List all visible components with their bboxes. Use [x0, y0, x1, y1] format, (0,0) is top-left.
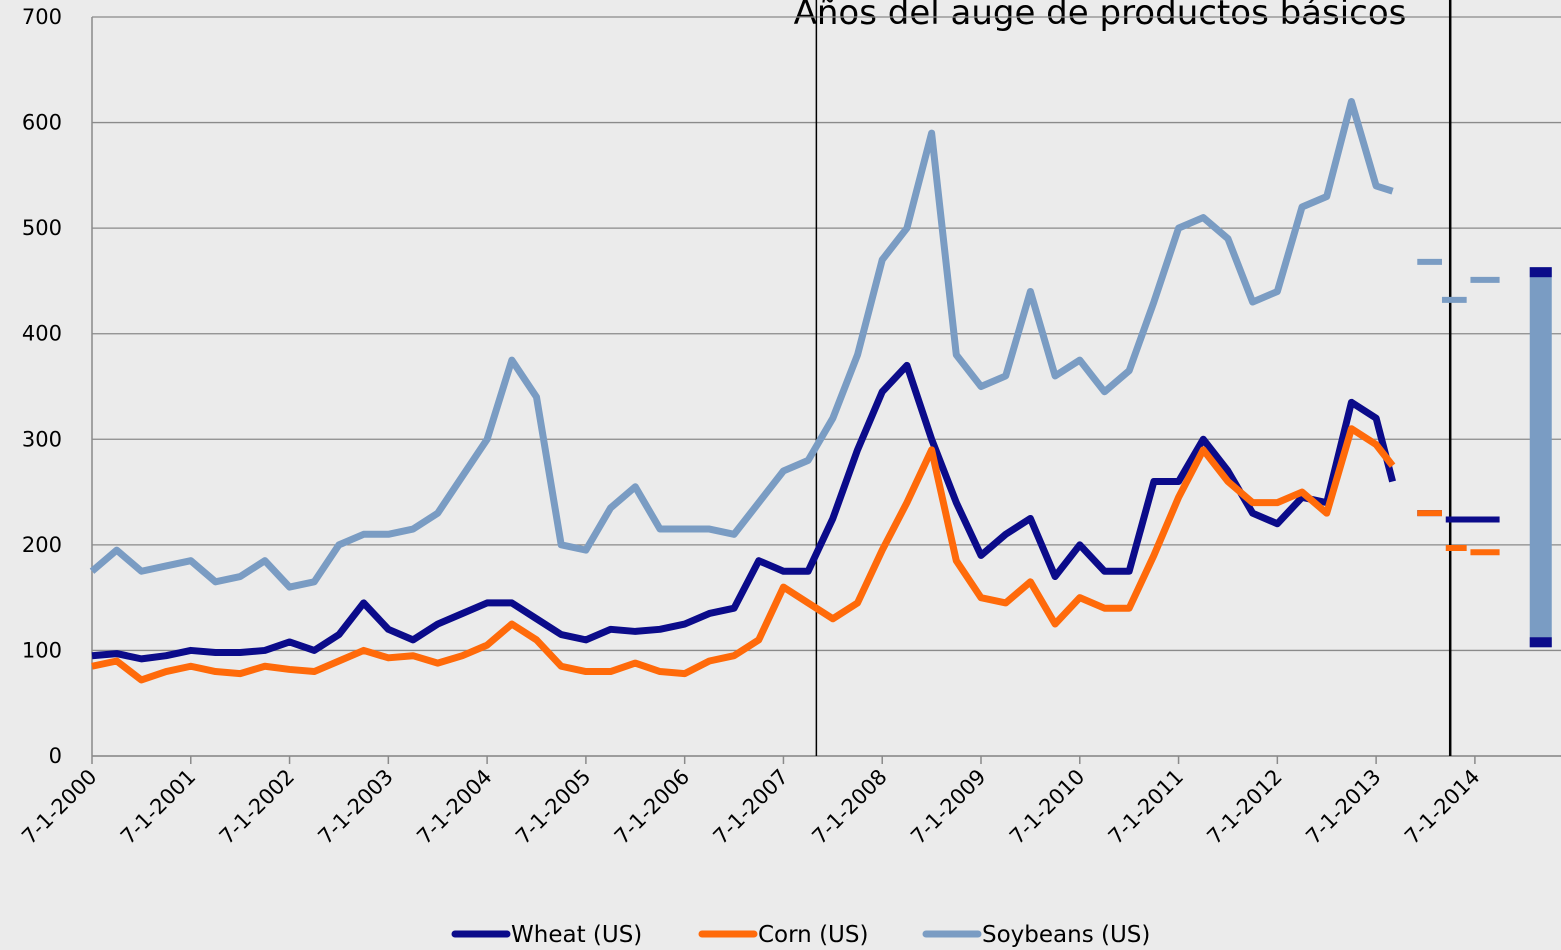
range-bar [1529, 267, 1552, 648]
x-tick-label: 7-1-2003 [313, 765, 397, 849]
x-tick-label: 7-1-2010 [1005, 765, 1089, 849]
y-tick-label: 500 [22, 216, 62, 240]
series-line [89, 97, 1394, 591]
y-tick-label: 400 [22, 322, 62, 346]
x-tick-label: 7-1-2000 [17, 765, 101, 849]
legend-label: Wheat (US) [511, 922, 642, 948]
x-tick-label: 7-1-2007 [709, 765, 793, 849]
legend-label: Soybeans (US) [982, 922, 1150, 948]
legend-label: Corn (US) [758, 922, 868, 948]
series-line [91, 425, 1396, 684]
x-tick-label: 7-1-2011 [1104, 765, 1188, 849]
y-tick-label: 0 [49, 744, 62, 768]
y-tick-label: 700 [22, 5, 62, 29]
y-tick-label: 200 [22, 533, 62, 557]
x-tick-label: 7-1-2002 [215, 765, 299, 849]
range-cap [1529, 637, 1552, 648]
x-tick-label: 7-1-2012 [1202, 765, 1286, 849]
x-tick-label: 7-1-2014 [1400, 765, 1484, 849]
x-tick-label: 7-1-2004 [412, 765, 496, 849]
range-cap [1529, 267, 1552, 278]
x-tick-label: 7-1-2001 [116, 765, 200, 849]
x-tick-label: 7-1-2006 [610, 765, 694, 849]
y-tick-label: 600 [22, 111, 62, 135]
x-tick-label: 7-1-2013 [1301, 765, 1385, 849]
x-tick-label: 7-1-2009 [906, 765, 990, 849]
y-tick-label: 100 [22, 638, 62, 662]
x-tick-label: 7-1-2005 [511, 765, 595, 849]
series-line [91, 361, 1396, 663]
y-tick-label: 300 [22, 427, 62, 451]
x-tick-label: 7-1-2008 [807, 765, 891, 849]
